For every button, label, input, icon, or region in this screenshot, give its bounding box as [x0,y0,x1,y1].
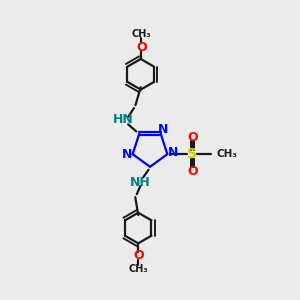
Text: CH₃: CH₃ [217,149,238,159]
Text: CH₃: CH₃ [128,264,148,274]
Text: O: O [133,249,143,262]
Text: HN: HN [113,113,134,126]
Text: NH: NH [130,176,151,189]
Text: O: O [188,130,198,144]
Text: N: N [122,148,133,161]
Text: N: N [167,146,178,159]
Text: O: O [136,41,147,54]
Text: S: S [187,147,196,161]
Text: O: O [188,165,198,178]
Text: N: N [158,123,168,136]
Text: CH₃: CH₃ [131,28,151,39]
